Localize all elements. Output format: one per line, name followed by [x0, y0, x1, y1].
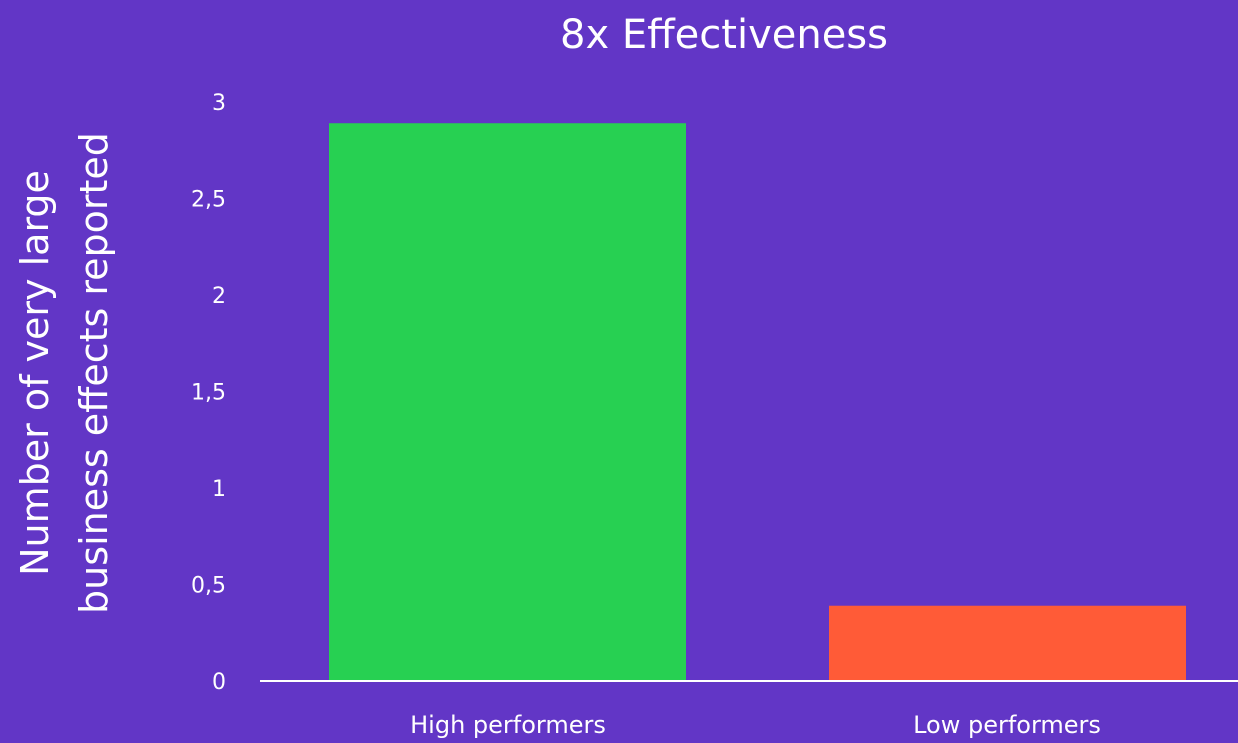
y-tick-labels: 0 0,5 1 1,5 2 2,5 3 [191, 91, 226, 695]
chart-title: 8x Effectiveness [560, 12, 888, 58]
y-tick-label: 2,5 [191, 188, 226, 213]
low-performers-bar [829, 605, 1186, 681]
y-axis-label-line-2: business effects reported [72, 132, 116, 614]
x-label-high-performers: High performers [410, 711, 606, 739]
y-axis-label-line-1: Number of very large [13, 170, 57, 576]
y-tick-label: 0,5 [191, 574, 226, 599]
bars [329, 123, 1186, 682]
y-tick-label: 0 [212, 670, 226, 695]
y-tick-label: 1 [212, 477, 226, 502]
high-performers-bar [329, 123, 686, 682]
y-tick-label: 3 [212, 91, 226, 116]
y-tick-label: 2 [212, 284, 226, 309]
x-label-low-performers: Low performers [913, 711, 1101, 739]
y-tick-label: 1,5 [191, 381, 226, 406]
x-category-labels: High performers Low performers [410, 711, 1101, 739]
